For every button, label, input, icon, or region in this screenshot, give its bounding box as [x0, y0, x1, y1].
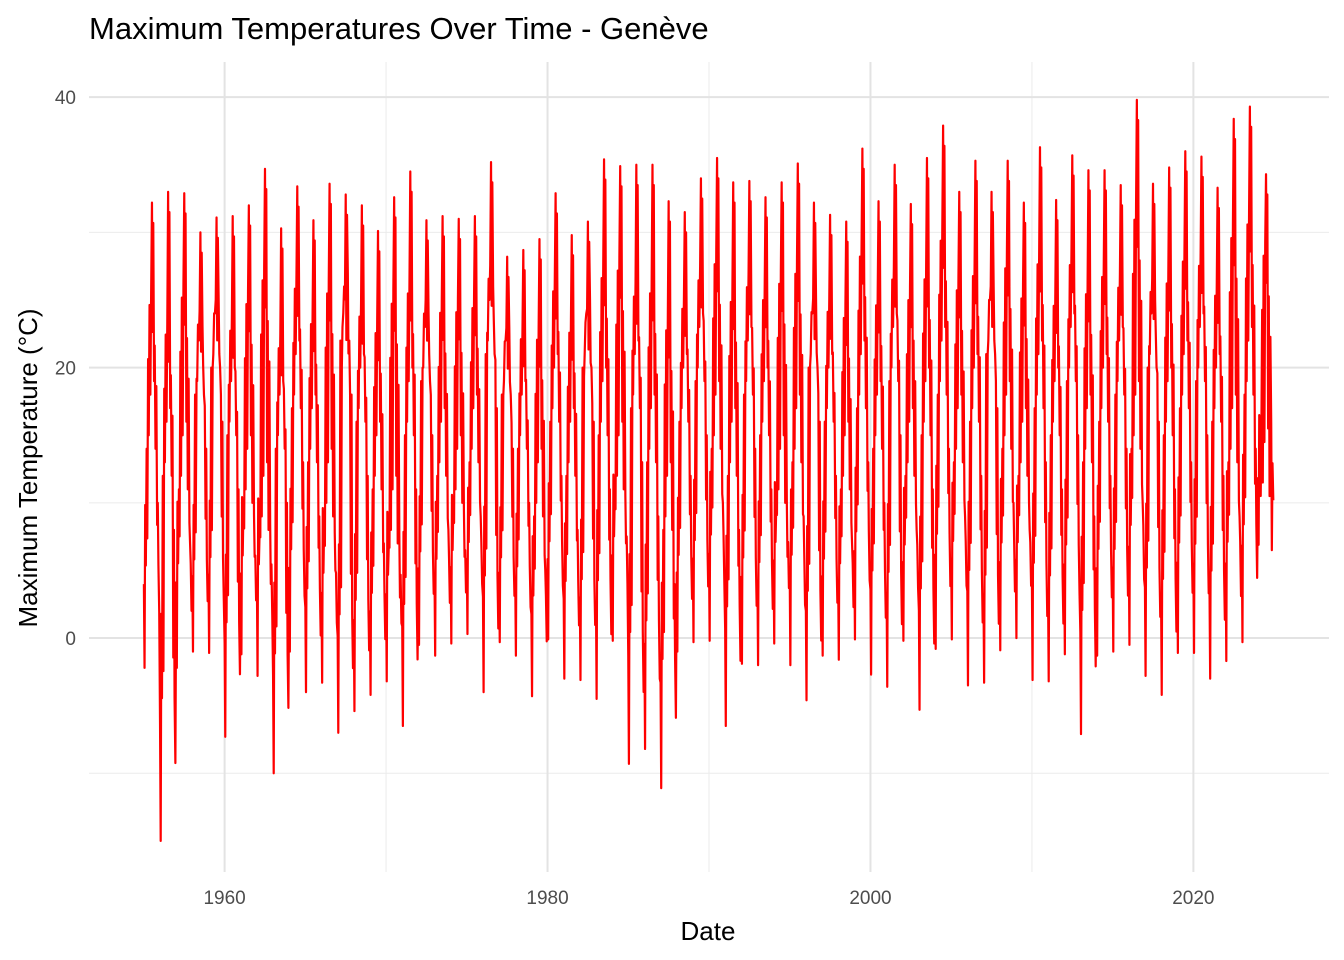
chart-title: Maximum Temperatures Over Time - Genève — [89, 11, 709, 46]
tick-labels: 1960 1980 2000 2020 0 20 40 — [55, 88, 1215, 909]
y-tick-label: 20 — [55, 359, 76, 380]
x-tick-label: 1960 — [203, 888, 245, 909]
minor-gridlines — [89, 62, 1329, 872]
series-layer — [142, 98, 1275, 842]
x-axis-title: Date — [681, 916, 736, 946]
y-tick-label: 0 — [65, 629, 76, 650]
series-line — [142, 98, 1275, 842]
x-tick-label: 2020 — [1172, 888, 1214, 909]
x-tick-label: 1980 — [526, 888, 568, 909]
y-tick-label: 40 — [55, 88, 76, 109]
y-axis-title: Maximum Temperature (°C) — [13, 308, 43, 627]
major-gridlines — [89, 62, 1329, 872]
x-tick-label: 2000 — [849, 888, 891, 909]
